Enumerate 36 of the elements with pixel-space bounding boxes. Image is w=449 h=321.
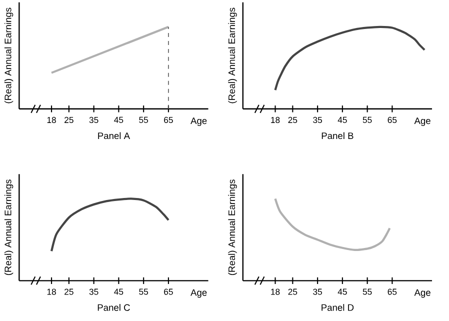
x-tick-label: 55 — [362, 288, 372, 295]
x-tick-label: 25 — [288, 288, 298, 296]
x-tick-label: 18 — [271, 288, 280, 296]
x-axis-title: Age — [414, 290, 430, 298]
x-axis-title: Age — [190, 118, 207, 126]
x-tick-label: 18 — [271, 117, 280, 124]
text: Panel C — [98, 304, 130, 312]
x-tick-label: 65 — [164, 117, 173, 124]
x-tick-label: 65 — [388, 117, 397, 124]
x-tick-label: 45 — [114, 288, 124, 295]
x-tick-label: 55 — [139, 117, 148, 124]
x-tick-label: 25 — [288, 117, 298, 124]
x-tick-label: 45 — [114, 117, 124, 124]
text: Panel B — [322, 132, 354, 140]
x-tick-label: 65 — [388, 288, 397, 296]
y-axis-title: (Real) Annual Earnings — [228, 8, 237, 104]
x-tick-label: 45 — [338, 117, 347, 124]
x-tick-label: 18 — [47, 288, 56, 296]
x-tick-label: 45 — [338, 288, 347, 295]
y-axis-title: (Real) Annual Earnings — [4, 8, 14, 104]
x-tick-label: 35 — [313, 117, 322, 124]
y-axis-title: (Real) Annual Earnings — [228, 180, 237, 276]
x-tick-label: 25 — [64, 288, 74, 296]
x-tick-label: 55 — [139, 288, 148, 295]
text: Panel D — [322, 304, 354, 312]
x-tick-label: 55 — [362, 117, 372, 124]
x-tick-label: 35 — [89, 117, 98, 124]
x-tick-label: 25 — [64, 117, 74, 124]
x-axis-title: Age — [414, 118, 430, 126]
text: Panel A — [98, 132, 130, 140]
y-axis-title: (Real) Annual Earnings — [4, 180, 14, 276]
x-tick-label: 65 — [164, 288, 173, 296]
x-axis-title: Age — [190, 290, 207, 298]
x-tick-label: 35 — [89, 288, 98, 296]
x-tick-label: 18 — [47, 117, 56, 124]
x-tick-label: 35 — [313, 288, 322, 296]
